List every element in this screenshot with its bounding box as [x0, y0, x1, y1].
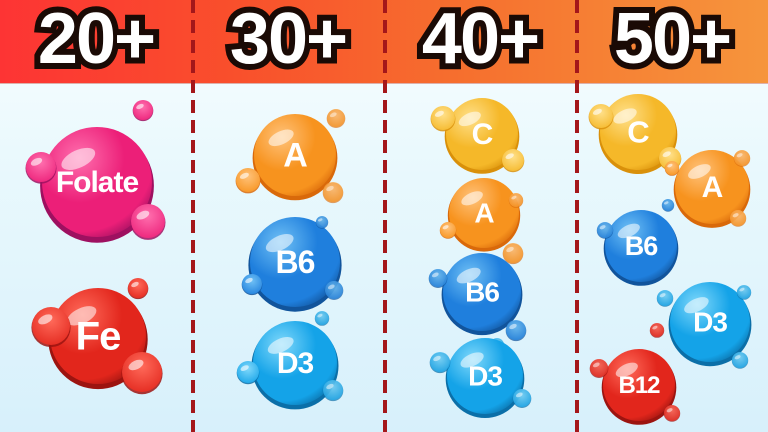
- svg-text:C: C: [627, 115, 649, 150]
- svg-text:C: C: [472, 118, 493, 151]
- svg-text:Fe: Fe: [76, 315, 121, 359]
- svg-text:B6: B6: [276, 244, 315, 280]
- svg-text:A: A: [702, 171, 723, 204]
- svg-text:A: A: [283, 137, 307, 175]
- svg-text:D3: D3: [693, 307, 727, 338]
- svg-text:A: A: [474, 198, 494, 229]
- svg-text:D3: D3: [468, 361, 502, 392]
- svg-text:B6: B6: [465, 277, 499, 308]
- svg-text:Folate: Folate: [56, 166, 139, 199]
- svg-text:B12: B12: [618, 372, 660, 399]
- svg-text:D3: D3: [277, 347, 314, 380]
- svg-text:B6: B6: [625, 231, 658, 261]
